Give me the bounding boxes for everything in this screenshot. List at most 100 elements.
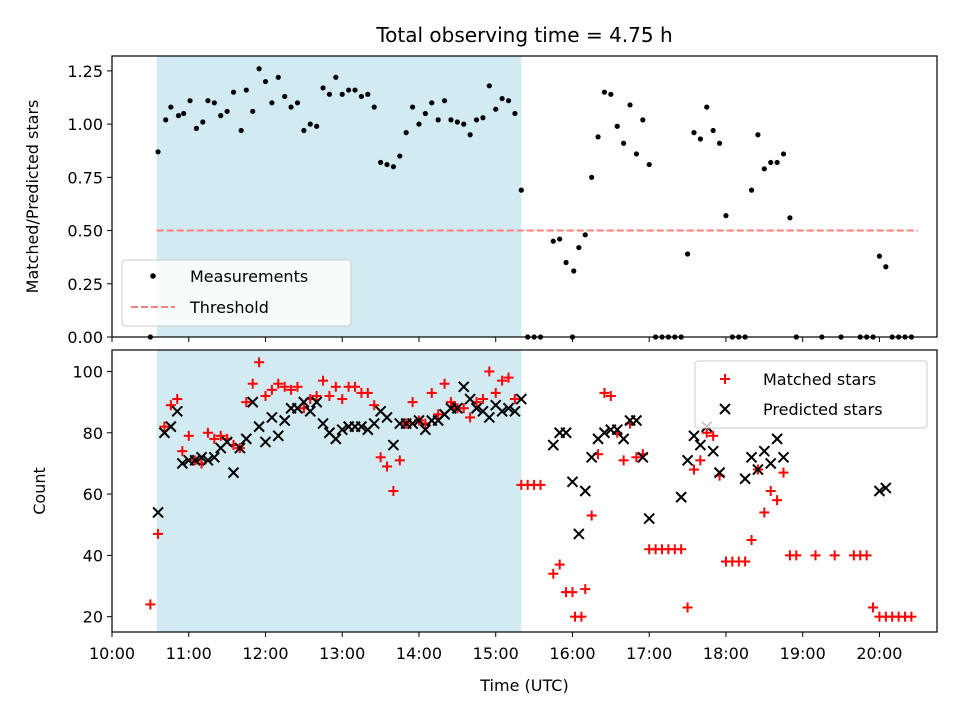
predicted-star-point [304,405,316,418]
bottom-x-tick-label: 12:00 [242,644,288,663]
predicted-star-point [681,454,694,467]
measurement-point [704,104,710,110]
predicted-star-point [566,476,579,488]
matched-star-point [215,430,226,441]
measurement-point [352,87,358,93]
predicted-star-point [617,433,630,445]
predicted-star-point [368,417,380,430]
bottom-panel: 20 40 60 80 100 10:00 11:00 12:00 13:00 14:00 15:… [30,349,938,695]
predicted-star-point [745,451,758,463]
predicted-star-point [707,445,719,457]
predicted-star-point [330,433,342,445]
measurement-point [755,132,761,138]
predicted-star-point [387,439,400,451]
predicted-star-point [752,463,764,476]
top-axes-frame [111,55,938,338]
matched-star-point [586,510,597,521]
bottom-x-tick-label: 18:00 [703,644,749,663]
matched-star-point [746,535,757,546]
matched-star-point [688,464,699,475]
measurement-point [582,232,588,238]
matched-star-point [153,528,164,539]
observing-time-span-bottom [156,350,522,632]
matched-star-point [177,446,188,457]
measurement-point [505,98,512,104]
bottom-x-tick-label: 20:00 [856,644,902,663]
matched-star-point [375,452,386,463]
bottom-x-tick-label: 15:00 [473,644,519,663]
bottom-x-tick-label: 19:00 [780,644,826,663]
measurement-point [269,100,275,106]
matched-star-point [388,486,399,496]
measurement-point [187,98,193,104]
measurement-point [371,104,377,110]
predicted-star-point [458,381,470,393]
predicted-star-point [483,411,496,424]
measurement-point [876,253,883,259]
predicted-star-point [246,396,259,408]
predicted-star-point [451,402,464,414]
top-y-axis: 0.00 0.25 0.50 0.75 1.00 1.25 [67,62,112,347]
bottom-x-tick-label: 16:00 [549,644,595,663]
measurement-point [358,93,365,100]
matched-star-point [810,550,821,561]
predicted-star-point [208,451,221,463]
matched-star-point [159,421,170,432]
predicted-star-point [771,433,783,445]
matched-star-point [145,599,156,610]
matched-star-point [772,495,783,506]
measurement-point [384,161,390,168]
bottom-y-axis-label: Count [30,467,49,515]
bottom-x-tick-label: 14:00 [396,644,442,663]
matched-star-point [791,550,802,561]
top-y-tick-label: 0.75 [67,168,103,187]
predicted-star-point [496,405,508,418]
measurements-series [147,66,915,340]
top-legend-box [121,259,352,327]
matched-star-point [254,357,265,368]
top-x-axis [111,337,880,342]
measurement-point [646,161,652,168]
bottom-x-tick-label: 10:00 [89,644,135,663]
measurement-point [168,104,174,110]
matched-star-point [618,455,629,466]
legend-cross-glyph [719,403,731,415]
predicted-star-point [777,451,790,463]
measurement-point [397,153,403,159]
measurement-point [441,98,448,104]
predicted-star-point [259,436,272,448]
predicted-star-point [694,439,707,451]
matched-star-point [576,611,587,622]
measurement-point [211,100,217,106]
predicted-star-point [880,482,892,494]
predicted-star-point [355,420,368,433]
matched-star-point [165,400,176,411]
bottom-y-tick-label: 20 [83,608,103,627]
predicted-star-point [585,451,598,463]
measurement-point [205,98,211,104]
predicted-star-point [234,442,246,454]
measurement-point [710,127,716,134]
bottom-y-tick-label: 80 [83,424,103,443]
bottom-x-axis-label: Time (UTC) [479,676,568,695]
bottom-x-tick-label: 13:00 [319,644,365,663]
measurement-point [416,121,422,127]
predicted-stars-series [152,381,892,540]
predicted-star-point [630,414,643,427]
measurement-point [390,164,396,170]
top-y-tick-label: 0.25 [67,275,103,294]
matched-star-point [247,378,258,389]
measurement-point [684,251,691,257]
matched-star-point [202,427,213,438]
matched-star-point [407,397,418,408]
measurement-point [486,83,492,89]
matched-star-point [324,390,335,401]
measurement-point [429,100,435,106]
matched-star-point [458,403,469,414]
top-y-tick-label: 1.00 [67,115,103,134]
predicted-star-point [470,402,483,414]
measurement-point [748,187,755,193]
measurement-point [576,244,582,251]
predicted-star-point [688,430,700,442]
matched-star-point [286,384,297,395]
